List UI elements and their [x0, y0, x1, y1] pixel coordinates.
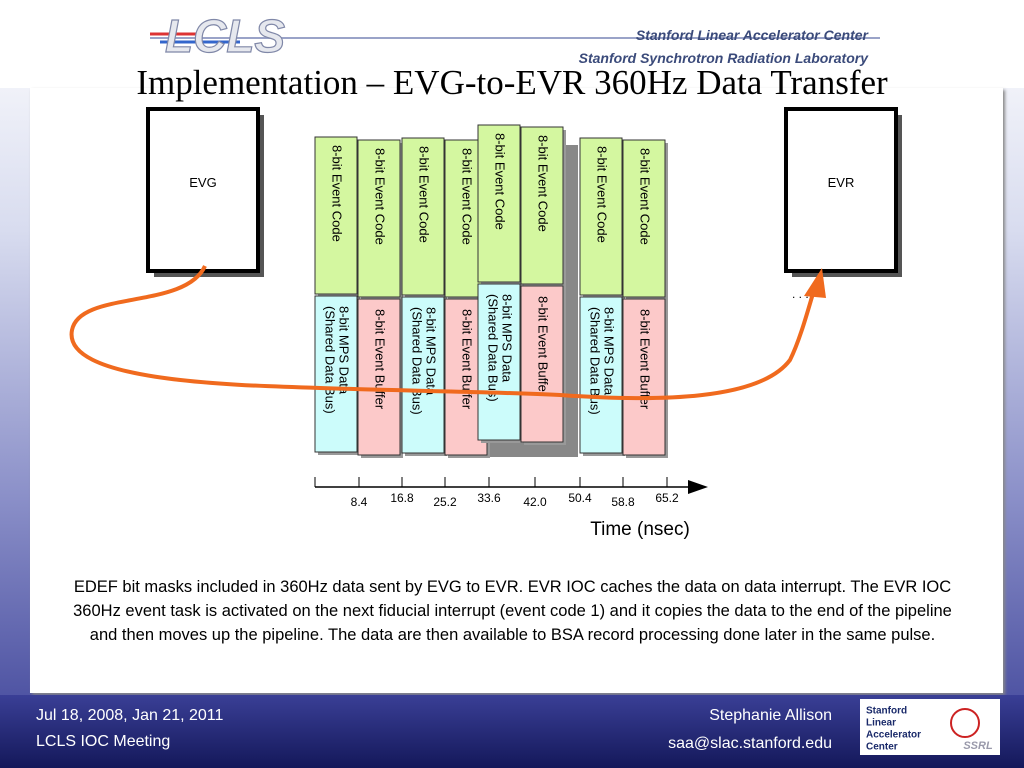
data-cell — [622, 298, 666, 456]
axis-arrow — [688, 480, 708, 494]
data-label: 8-bit Event Buffer — [460, 309, 475, 410]
data-label: (Shared Data Bus) — [323, 306, 338, 414]
evr-box — [784, 107, 898, 273]
event-code-cell — [477, 124, 521, 283]
tick-label: 16.8 — [390, 491, 414, 505]
event-code-label: 8-bit Event Code — [373, 148, 388, 245]
logo-line: Center — [866, 742, 898, 753]
footer-meeting: LCLS IOC Meeting — [36, 733, 171, 750]
footer-author: Stephanie Allison — [709, 707, 832, 724]
logo-ring — [950, 708, 980, 738]
data-label: 8-bit MPS Data — [424, 307, 439, 396]
data-label: (Shared Data Bus) — [486, 294, 501, 402]
event-code-cell — [401, 137, 445, 296]
tick-label: 42.0 — [523, 495, 547, 509]
event-code-label: 8-bit Event Code — [330, 145, 345, 242]
arrow-head — [804, 268, 826, 298]
data-label: 8-bit MPS Data — [500, 294, 515, 383]
footer: Jul 18, 2008, Jan 21, 2011 LCLS IOC Meet… — [0, 695, 1024, 768]
logo-line: Stanford — [866, 706, 907, 717]
data-cell — [401, 296, 445, 454]
ticks: 8.4 16.8 25.2 33.6 42.0 50.4 58.8 65.2 — [351, 477, 679, 509]
event-code-cell — [520, 126, 564, 285]
data-label: (Shared Data Bus) — [588, 307, 603, 415]
evr-label: EVR — [828, 175, 855, 190]
event-code-label: 8-bit Event Code — [460, 148, 475, 245]
data-label: 8-bit Event Buffer — [536, 296, 551, 397]
diagram: Implementation – EVG-to-EVR 360Hz Data T… — [69, 63, 902, 540]
event-code-cell — [314, 136, 358, 295]
slide-title: Implementation – EVG-to-EVR 360Hz Data T… — [136, 63, 888, 102]
data-cell — [357, 298, 401, 456]
logo-line: Linear — [866, 718, 896, 729]
event-code-cell — [622, 139, 666, 298]
header: LCLS Stanford Linear Accelerator Center … — [0, 0, 1024, 88]
org-name: Stanford Linear Accelerator Center — [636, 27, 870, 43]
tick-label: 8.4 — [351, 495, 368, 509]
event-code-label: 8-bit Event Code — [595, 146, 610, 243]
footer-dates: Jul 18, 2008, Jan 21, 2011 — [36, 707, 224, 724]
event-code-cell — [357, 139, 401, 298]
logo-text: LCLS — [165, 10, 285, 62]
event-code-cell — [579, 137, 623, 296]
data-label: 8-bit Event Buffer — [638, 309, 653, 410]
data-label: 8-bit Event Buffer — [373, 309, 388, 410]
data-label: (Shared Data Bus) — [410, 307, 425, 415]
tick-label: 58.8 — [611, 495, 635, 509]
data-label: 8-bit MPS Data — [602, 307, 617, 396]
evg-box — [146, 107, 260, 273]
ellipsis: . . . — [792, 287, 809, 301]
event-code-label: 8-bit Event Code — [638, 148, 653, 245]
event-code-label: 8-bit Event Code — [536, 135, 551, 232]
tick-label: 33.6 — [477, 491, 501, 505]
transfer-arrow — [69, 265, 816, 401]
logo-line: Accelerator — [866, 730, 921, 741]
header-graphic: LCLS Stanford Linear Accelerator Center … — [150, 9, 880, 66]
data-cell — [477, 283, 521, 441]
data-cell — [520, 285, 564, 443]
event-code-label: 8-bit Event Code — [417, 146, 432, 243]
data-label: 8-bit MPS Data — [337, 306, 352, 395]
data-cell — [579, 296, 623, 454]
axis-label: Time (nsec) — [590, 519, 690, 540]
event-code-label: 8-bit Event Code — [493, 133, 508, 230]
evg-label: EVG — [189, 175, 216, 190]
data-cell — [314, 295, 358, 453]
tick-label: 25.2 — [433, 495, 457, 509]
org-name: Stanford Synchrotron Radiation Laborator… — [579, 50, 870, 66]
footer-email: saa@slac.stanford.edu — [668, 735, 832, 752]
tick-label: 65.2 — [655, 491, 679, 505]
ssrl-text: SSRL — [963, 740, 993, 752]
body-text: EDEF bit masks included in 360Hz data se… — [73, 578, 952, 644]
tick-label: 50.4 — [568, 491, 592, 505]
logo-bg — [860, 699, 1000, 755]
